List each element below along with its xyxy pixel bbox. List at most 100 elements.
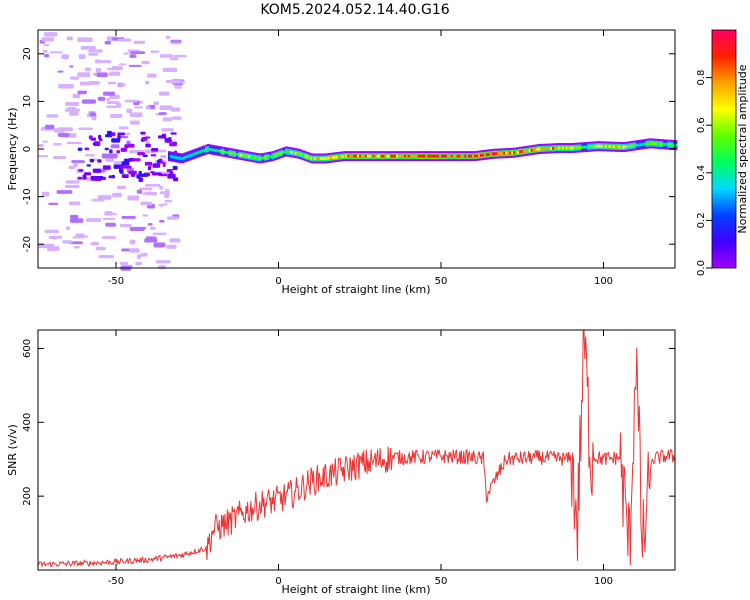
y-tick-label: 400 [22,413,33,432]
snr-x-ticks: -50 0 50 100 [108,330,613,587]
spectrogram-noise-cell [53,156,65,159]
spectrogram-noise-cell [128,170,137,175]
spectrogram-ridge-core [212,148,216,152]
spectrogram-ridge-core [417,154,420,158]
spectrogram-noise-cell [165,188,170,194]
spectrogram-ridge-core [370,154,374,158]
spectrogram-noise-cell [164,199,173,203]
spectrogram-ridge-core [308,156,311,160]
spectrogram-ridge-core [380,154,383,158]
spectrogram-noise-cell [72,93,81,99]
spectrogram-ridge-core [386,154,389,158]
spectrogram-ridge-core [643,142,647,146]
spectrogram-ridge-core [281,151,284,155]
spectrogram-noise-cell [68,201,81,206]
spectrogram-noise-cell [165,79,181,83]
spectrogram-ridge-core [497,152,500,156]
spectrogram-ridge-core [581,145,584,149]
spectrogram-ridge-core [368,154,372,158]
spectrogram-ridge-core [556,146,559,150]
spectrogram-noise-cell [123,52,130,55]
spectrogram-noise-cell [160,155,167,159]
spectrogram-noise-cell [102,91,115,96]
spectrogram-y-ticks: -20 -10 0 10 20 [22,47,675,252]
spectrogram-noise-cell [56,190,73,194]
spectrogram-ridge-core [183,156,186,160]
spectrogram-noise-cell [126,140,131,145]
spectrogram-ridge-core [296,152,300,156]
spectrogram-ridge-core [606,145,610,149]
spectrogram-noise-cell [38,144,44,148]
colorbar-gradient [711,29,737,269]
spectrogram-ridge-core [263,156,266,160]
spectrogram-ridge-core [376,154,380,158]
spectrogram-noise-cell [112,192,122,198]
spectrogram-noise-cell [162,203,168,206]
spectrogram-noise-cell [120,147,127,152]
spectrogram-ridge-core [544,147,547,151]
spectrogram-noise-cell [84,147,90,151]
x-tick-label: 100 [594,576,613,587]
spectrogram-noise-cell [157,135,166,139]
spectrogram-noise-cell [77,90,87,95]
spectrogram-noise-cell [159,105,173,111]
spectrogram-ridge-core [458,154,461,158]
spectrogram-ridge-core [298,152,302,156]
spectrogram-noise-cell [149,226,156,230]
spectrogram-ridge-core [392,154,395,158]
spectrogram-noise-cell [129,248,140,253]
spectrogram-noise-cell [101,153,118,159]
spectrogram-ridge-core [637,143,641,147]
spectrogram-noise-cell [44,124,55,130]
spectrogram-noise-cell [128,64,142,67]
spectrogram-ridge-core [273,154,276,158]
spectrogram-noise-cell [147,223,153,226]
spectrogram-ridge-core [398,154,401,158]
spectrogram-noise-cell [132,158,141,162]
spectrogram-noise-cell [38,155,49,158]
spectrogram-ridge-core [255,156,259,160]
spectrogram-noise-cell [109,94,120,99]
spectrogram-ridge-core [630,144,633,148]
spectrogram-ridge-core [519,150,522,154]
spectrogram-ridge-core [411,154,415,158]
spectrogram-noise-cell [118,168,124,173]
snr-y-axis-label: SNR (v/v) [6,424,19,476]
spectrogram-noise-cell [144,191,153,195]
spectrogram-noise-cell [105,222,117,227]
spectrogram-ridge-core [509,151,512,155]
spectrogram-ridge-core [257,156,261,160]
spectrogram-noise-cell [166,168,173,173]
spectrogram-noise-cell [44,53,50,58]
spectrogram-ridge-core [228,151,231,155]
spectrogram-noise-cell [98,138,103,142]
spectrogram-ridge-core [472,154,475,158]
spectrogram-ridge-core [306,155,309,159]
spectrogram-noise-cell [65,180,80,184]
spectrogram-noise-cell [89,159,95,163]
y-tick-label: 10 [22,95,33,108]
spectrogram-noise-cell [147,73,157,78]
spectrogram-ridge-core [649,141,653,145]
spectrogram-ridge-core [534,148,537,152]
spectrogram-noise-cell [78,169,84,172]
spectrogram-ridge-core [499,151,502,155]
spectrogram-noise-cell [151,148,159,152]
spectrogram-noise-cell [91,198,105,202]
spectrogram-noise-cell [121,161,130,166]
spectrogram-ridge-core [550,146,553,150]
spectrogram-noise-cell [169,142,177,147]
spectrogram-noise-cell [83,172,92,176]
spectrogram-ridge-core [448,154,452,158]
spectrogram-noise-cell [89,112,97,117]
spectrogram-ridge-core [577,146,580,150]
spectrogram-noise-cell [106,130,112,136]
spectrogram-noise-cell [84,67,92,72]
spectrogram-noise-cell [116,185,126,190]
spectrogram-ridge-core [253,156,257,160]
spectrogram-ridge-core [269,155,272,159]
spectrogram-ridge-core [554,146,557,150]
spectrogram-ridge-core [339,155,342,159]
spectrogram-noise-cell [121,216,136,219]
